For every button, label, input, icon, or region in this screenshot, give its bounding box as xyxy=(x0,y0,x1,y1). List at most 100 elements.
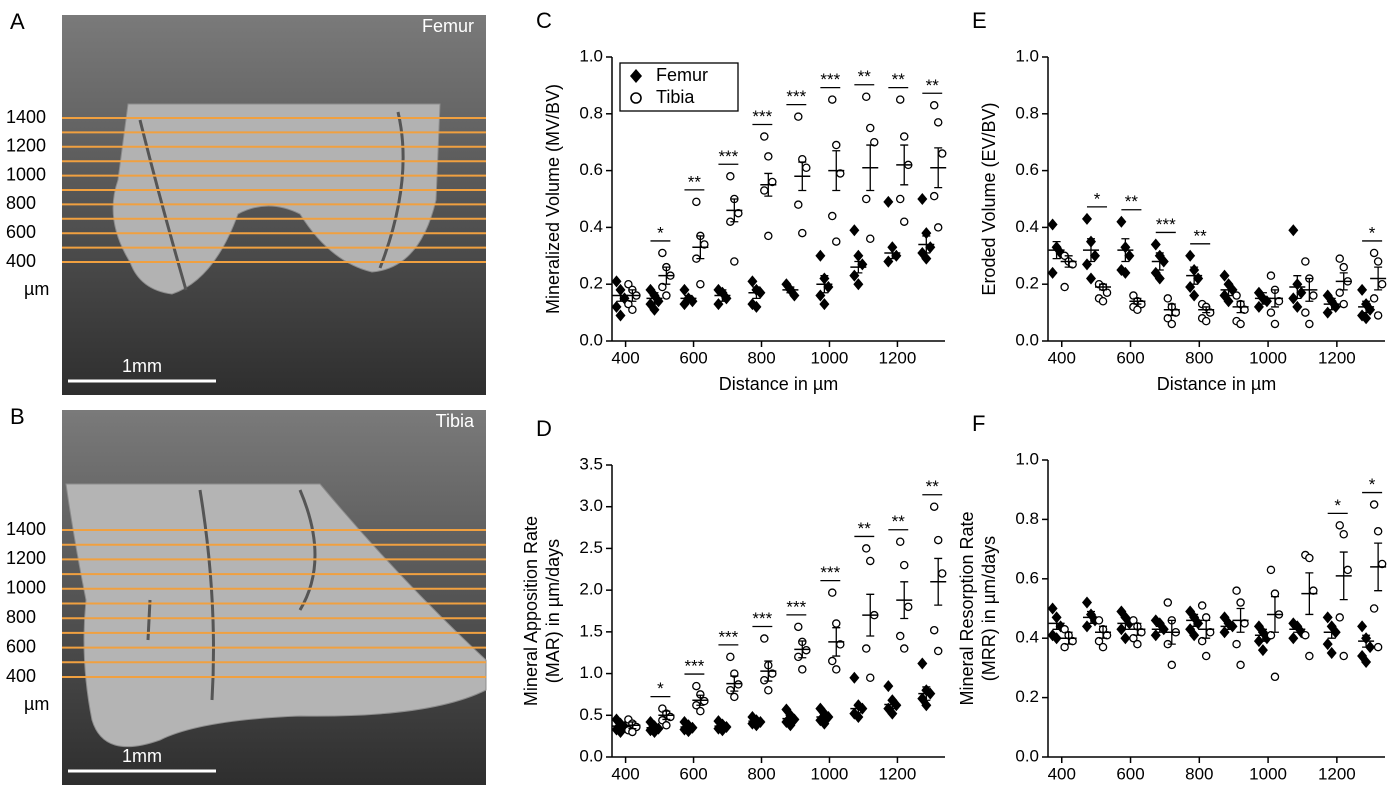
depth-label: 1000 xyxy=(6,164,46,184)
y-tick-label: 3.5 xyxy=(579,454,603,473)
femur-point xyxy=(917,658,927,670)
tibia-point xyxy=(1302,309,1309,316)
femur-point xyxy=(1288,224,1298,236)
tibia-point xyxy=(833,620,840,627)
tibia-point xyxy=(1336,522,1343,529)
panel-letter: A xyxy=(10,9,25,34)
tibia-point xyxy=(935,119,942,126)
tibia-point xyxy=(901,133,908,140)
femur-point xyxy=(1048,219,1058,231)
femur-point xyxy=(1357,620,1367,632)
tibia-point xyxy=(731,693,738,700)
tibia-point xyxy=(833,238,840,245)
y-axis-label: Mineralized Volume (MV/BV) xyxy=(543,84,563,314)
depth-unit: µm xyxy=(24,279,49,299)
x-tick-label: 800 xyxy=(1185,764,1213,783)
x-tick-label: 400 xyxy=(611,764,639,783)
significance-label: ** xyxy=(1125,192,1139,211)
femur-point xyxy=(1082,213,1092,225)
tibia-point xyxy=(701,698,708,705)
tibia-point xyxy=(1203,652,1210,659)
render-label: Femur xyxy=(422,16,474,36)
tibia-point xyxy=(693,682,700,689)
tibia-point xyxy=(1371,249,1378,256)
tibia-point xyxy=(803,647,810,654)
legend-label: Tibia xyxy=(656,87,695,107)
tibia-point xyxy=(1095,617,1102,624)
tibia-point xyxy=(867,235,874,242)
significance-label: *** xyxy=(1156,215,1176,234)
significance-label: ** xyxy=(892,512,906,531)
tibia-point xyxy=(1375,312,1382,319)
y-tick-label: 1.0 xyxy=(1015,449,1039,468)
x-tick-label: 400 xyxy=(611,348,639,367)
tibia-point xyxy=(1233,292,1240,299)
tibia-point xyxy=(1271,673,1278,680)
tibia-point xyxy=(863,195,870,202)
tibia-point xyxy=(1371,605,1378,612)
femur-point xyxy=(849,224,859,236)
tibia-point xyxy=(1099,644,1106,651)
panel-letter: B xyxy=(10,404,25,429)
significance-label: ** xyxy=(858,519,872,538)
significance-label: * xyxy=(1094,189,1101,208)
tibia-point xyxy=(1375,528,1382,535)
femur-point xyxy=(815,250,825,262)
tibia-point xyxy=(1379,281,1386,288)
depth-label: 600 xyxy=(6,222,36,242)
tibia-point xyxy=(897,538,904,545)
y-tick-label: 3.0 xyxy=(579,496,603,515)
depth-label: 400 xyxy=(6,666,36,686)
femur-point xyxy=(1151,238,1161,250)
tibia-point xyxy=(1267,272,1274,279)
significance-label: *** xyxy=(752,107,772,126)
tibia-point xyxy=(1306,652,1313,659)
x-tick-label: 600 xyxy=(1116,348,1144,367)
y-tick-label: 0.8 xyxy=(1015,509,1039,528)
tibia-render xyxy=(62,410,486,785)
y-tick-label: 0.2 xyxy=(1015,687,1039,706)
tibia-point xyxy=(833,666,840,673)
y-tick-label: 1.0 xyxy=(579,663,603,682)
significance-label: *** xyxy=(718,627,738,646)
tibia-point xyxy=(727,173,734,180)
depth-label: 600 xyxy=(6,636,36,656)
tibia-point xyxy=(731,258,738,265)
tibia-point xyxy=(663,722,670,729)
tibia-point xyxy=(1168,320,1175,327)
tibia-point xyxy=(935,224,942,231)
tibia-point xyxy=(1267,566,1274,573)
tibia-point xyxy=(761,187,768,194)
y-tick-label: 1.0 xyxy=(579,46,603,65)
tibia-point xyxy=(1344,566,1351,573)
y-tick-label: 0.4 xyxy=(1015,628,1039,647)
tibia-point xyxy=(735,681,742,688)
tibia-point xyxy=(629,306,636,313)
tibia-point xyxy=(1371,501,1378,508)
x-tick-label: 400 xyxy=(1048,348,1076,367)
tibia-point xyxy=(727,687,734,694)
tibia-point xyxy=(1302,632,1309,639)
tibia-point xyxy=(1310,292,1317,299)
x-tick-label: 1000 xyxy=(1249,348,1287,367)
tibia-point xyxy=(905,603,912,610)
depth-unit: µm xyxy=(24,694,49,714)
tibia-point xyxy=(803,164,810,171)
depth-label: 1200 xyxy=(6,136,46,156)
tibia-point xyxy=(829,212,836,219)
tibia-point xyxy=(931,193,938,200)
tibia-point xyxy=(1237,320,1244,327)
significance-label: ** xyxy=(892,70,906,89)
depth-label: 1400 xyxy=(6,519,46,539)
tibia-point xyxy=(867,124,874,131)
tibia-point xyxy=(1375,258,1382,265)
significance-label: ** xyxy=(926,477,940,496)
tibia-point xyxy=(1371,295,1378,302)
significance-label: *** xyxy=(786,87,806,106)
y-axis-label: Mineral Resorption Rate xyxy=(957,511,977,705)
femur-point xyxy=(1082,597,1092,609)
tibia-point xyxy=(863,93,870,100)
tibia-point xyxy=(1134,306,1141,313)
tibia-point xyxy=(1267,309,1274,316)
tibia-point xyxy=(1340,652,1347,659)
